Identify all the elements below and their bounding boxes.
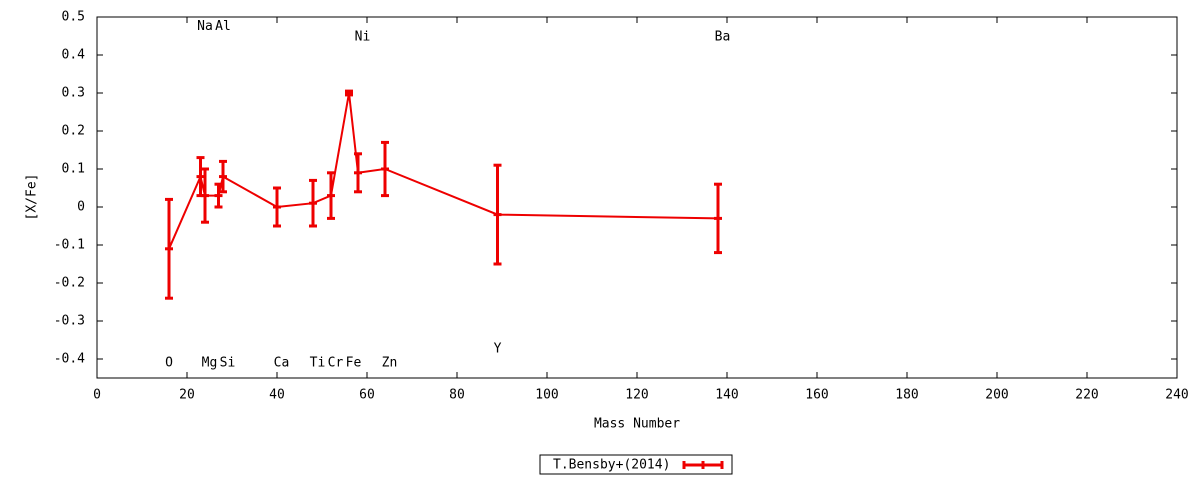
error-point [345,89,353,97]
error-point [327,171,335,220]
element-label: Cr [328,355,344,370]
error-point [309,178,317,228]
x-tick-label: 20 [179,388,195,403]
error-point [273,186,281,228]
error-point [219,159,227,194]
element-label: Y [494,342,502,357]
error-point [354,152,362,194]
element-label: Ba [715,30,731,45]
y-tick-label: -0.3 [54,314,85,329]
y-tick-label: -0.2 [54,276,85,291]
y-tick-label: 0.4 [62,48,86,63]
y-tick-label: -0.4 [54,352,85,367]
error-point [493,163,502,266]
x-tick-label: 200 [985,388,1008,403]
element-label: Zn [382,355,398,370]
error-point [165,197,173,300]
y-tick-label: 0.5 [62,10,85,25]
element-label: Ca [274,355,290,370]
legend-label: T.Bensby+(2014) [553,458,670,473]
y-tick-label: 0.1 [62,162,85,177]
error-point [201,167,209,224]
y-tick-label: 0.2 [62,124,85,139]
element-label: Al [215,19,231,34]
x-tick-label: 100 [535,388,558,403]
element-label: O [165,355,173,370]
x-tick-label: 40 [269,388,285,403]
series-line [168,92,719,250]
element-label: Na [197,19,213,34]
error-point [214,182,223,209]
x-tick-label: 0 [93,388,101,403]
x-tick-label: 240 [1165,388,1188,403]
legend-box [539,454,733,475]
x-tick-label: 220 [1075,388,1098,403]
x-tick-label: 140 [715,388,738,403]
y-axis-label: [X/Fe] [25,174,40,221]
x-tick-label: 60 [359,388,375,403]
y-tick-label: 0.3 [62,86,85,101]
x-axis-label: Mass Number [594,417,680,432]
error-point [381,140,389,198]
element-label: Ti [310,355,326,370]
x-tick-label: 120 [625,388,648,403]
y-tick-label: -0.1 [54,238,85,253]
error-point [714,182,722,255]
element-label: Ni [355,30,371,45]
element-label: Mg [202,355,218,370]
x-tick-label: 80 [449,388,465,403]
x-tick-label: 180 [895,388,918,403]
y-tick-label: 0 [77,200,85,215]
element-label: Fe [346,355,362,370]
element-label: Si [220,355,236,370]
x-tick-label: 160 [805,388,828,403]
